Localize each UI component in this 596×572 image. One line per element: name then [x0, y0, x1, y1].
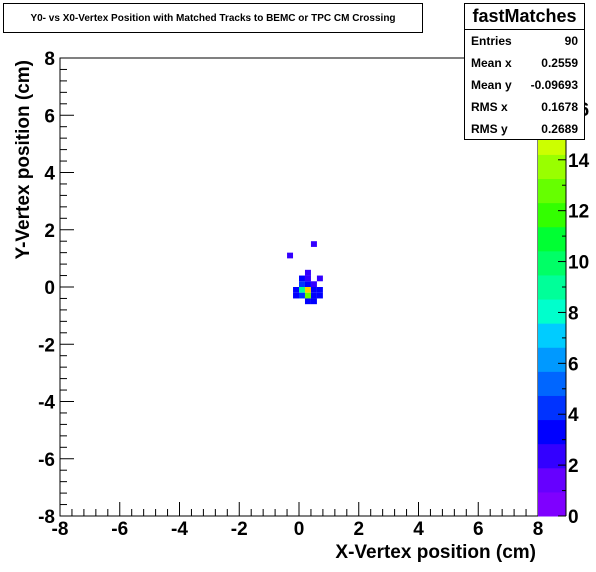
heatmap-cell [304, 292, 311, 299]
stats-label: Mean y [471, 78, 512, 92]
stats-value: 0.2559 [541, 56, 578, 70]
palette-band [538, 323, 566, 348]
palette-band [538, 395, 566, 421]
stats-row-entries: Entries 90 [465, 30, 584, 52]
x-tick-label: -2 [231, 519, 248, 540]
x-tick-label: -6 [111, 519, 128, 540]
palette-tick-label: 12 [568, 202, 589, 223]
stats-row-rms-x: RMS x 0.1678 [465, 96, 584, 118]
heatmap-cell [310, 292, 317, 299]
stats-label: Entries [471, 34, 512, 48]
chart-title-box: Y0- vs X0-Vertex Position with Matched T… [3, 3, 423, 33]
stats-row-mean-x: Mean x 0.2559 [465, 52, 584, 74]
x-axis: -8 -6 -4 -2 0 2 4 6 8 [52, 502, 544, 540]
stats-histogram-name: fastMatches [465, 4, 584, 30]
heatmap-cell [299, 287, 305, 293]
stats-label: RMS x [471, 100, 508, 114]
y-tick-label: 2 [44, 221, 55, 242]
palette-band [538, 347, 566, 372]
heatmap-cell [310, 287, 317, 293]
palette-band [538, 443, 566, 469]
heatmap-cell [304, 269, 311, 276]
heatmap-cell [310, 298, 317, 305]
palette-tick-label: 14 [568, 151, 590, 172]
y-axis-label: Y-Vertex position (cm) [13, 60, 34, 260]
stats-label: Mean x [471, 56, 512, 70]
stats-box: fastMatches Entries 90 Mean x 0.2559 Mea… [464, 3, 585, 140]
y-tick-label: 6 [44, 106, 55, 127]
palette-band [538, 226, 566, 252]
stats-value: 0.1678 [541, 100, 578, 114]
palette-band [538, 491, 566, 517]
stats-label: RMS y [471, 122, 508, 136]
palette-band [538, 371, 566, 396]
stats-value: 90 [564, 34, 578, 48]
palette-band [538, 299, 566, 324]
heatmap-cell [299, 281, 305, 287]
heatmap-cell [299, 292, 305, 299]
y-tick-label: -4 [38, 393, 55, 414]
palette-tick-label: 4 [568, 405, 579, 426]
heatmap-cell [287, 252, 294, 259]
heatmap-cell [299, 275, 305, 282]
x-axis-label: X-Vertex position (cm) [335, 542, 536, 563]
color-palette: 0246810121416 [538, 57, 590, 528]
palette-band [538, 467, 566, 493]
heatmap-cell [310, 281, 317, 287]
palette-tick-label: 6 [568, 354, 579, 375]
x-tick-label: -4 [171, 519, 188, 540]
x-tick-label: 2 [353, 519, 364, 540]
y-tick-label: 4 [44, 164, 55, 185]
palette-band [538, 419, 566, 445]
palette-tick-label: 0 [568, 507, 579, 528]
palette-band [538, 154, 566, 180]
heatmap-cell [310, 241, 317, 247]
x-tick-label: 6 [473, 519, 484, 540]
heatmap-cell [293, 292, 299, 299]
chart-title: Y0- vs X0-Vertex Position with Matched T… [30, 12, 396, 24]
x-tick-label: 0 [294, 519, 305, 540]
stats-value: 0.2689 [541, 122, 578, 136]
x-tick-label: 4 [413, 519, 424, 540]
heatmap-cells [287, 241, 323, 305]
y-tick-label: -8 [38, 507, 55, 528]
palette-band [538, 274, 566, 300]
heatmap-cell [304, 287, 311, 293]
x-tick-label: -8 [52, 519, 69, 540]
heatmap-cell [316, 287, 323, 293]
heatmap-cell [293, 287, 299, 293]
palette-tick-label: 2 [568, 456, 579, 477]
y-tick-label: 0 [44, 278, 55, 299]
x-tick-label: 8 [533, 519, 544, 540]
y-tick-label: -2 [38, 335, 55, 356]
palette-band [538, 202, 566, 228]
heatmap-cell [304, 281, 311, 287]
heatmap-cell [316, 292, 323, 299]
stats-row-rms-y: RMS y 0.2689 [465, 118, 584, 140]
y-axis: -8 -6 -4 -2 0 2 4 6 8 [38, 49, 74, 528]
y-tick-label: 8 [44, 49, 55, 70]
y-tick-label: -6 [38, 450, 55, 471]
palette-tick-label: 8 [568, 303, 579, 324]
heatmap-cell [304, 275, 311, 282]
palette-band [538, 178, 566, 204]
heatmap-cell [316, 275, 323, 282]
palette-band [538, 250, 566, 276]
stats-value: -0.09693 [530, 78, 578, 92]
heatmap-cell [304, 298, 311, 305]
palette-tick-label: 10 [568, 253, 589, 274]
stats-row-mean-y: Mean y -0.09693 [465, 74, 584, 96]
